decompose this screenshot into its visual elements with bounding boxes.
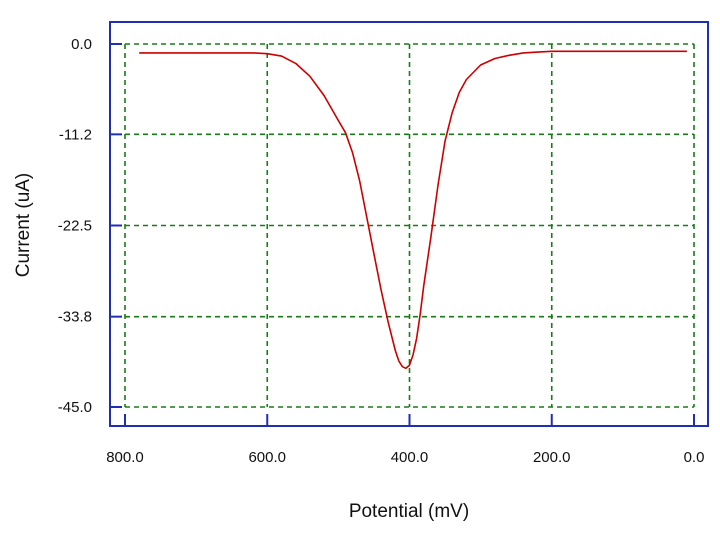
series-layer (139, 50, 687, 370)
series-line (139, 50, 687, 370)
x-tick-label: 600.0 (248, 449, 286, 466)
x-tick-label: 800.0 (106, 449, 144, 466)
y-tick-label: -11.2 (59, 126, 92, 143)
x-tick-label: 400.0 (391, 449, 429, 466)
grid-layer (124, 43, 695, 408)
ticks-layer: 0.0 -11.2 -22.5 -33.8 -45.0 800.0 600.0 400.0 20… (58, 36, 705, 466)
y-tick-label: -22.5 (58, 218, 92, 235)
x-tick-label: 0.0 (684, 449, 705, 466)
y-tick-label: -33.8 (58, 309, 92, 326)
y-tick-label: -45.0 (58, 399, 92, 416)
y-axis-title: Current (uA) (13, 173, 34, 278)
x-tick-label: 200.0 (533, 449, 571, 466)
x-axis-title: Potential (mV) (349, 501, 469, 522)
y-tick-label: 0.0 (71, 36, 92, 53)
